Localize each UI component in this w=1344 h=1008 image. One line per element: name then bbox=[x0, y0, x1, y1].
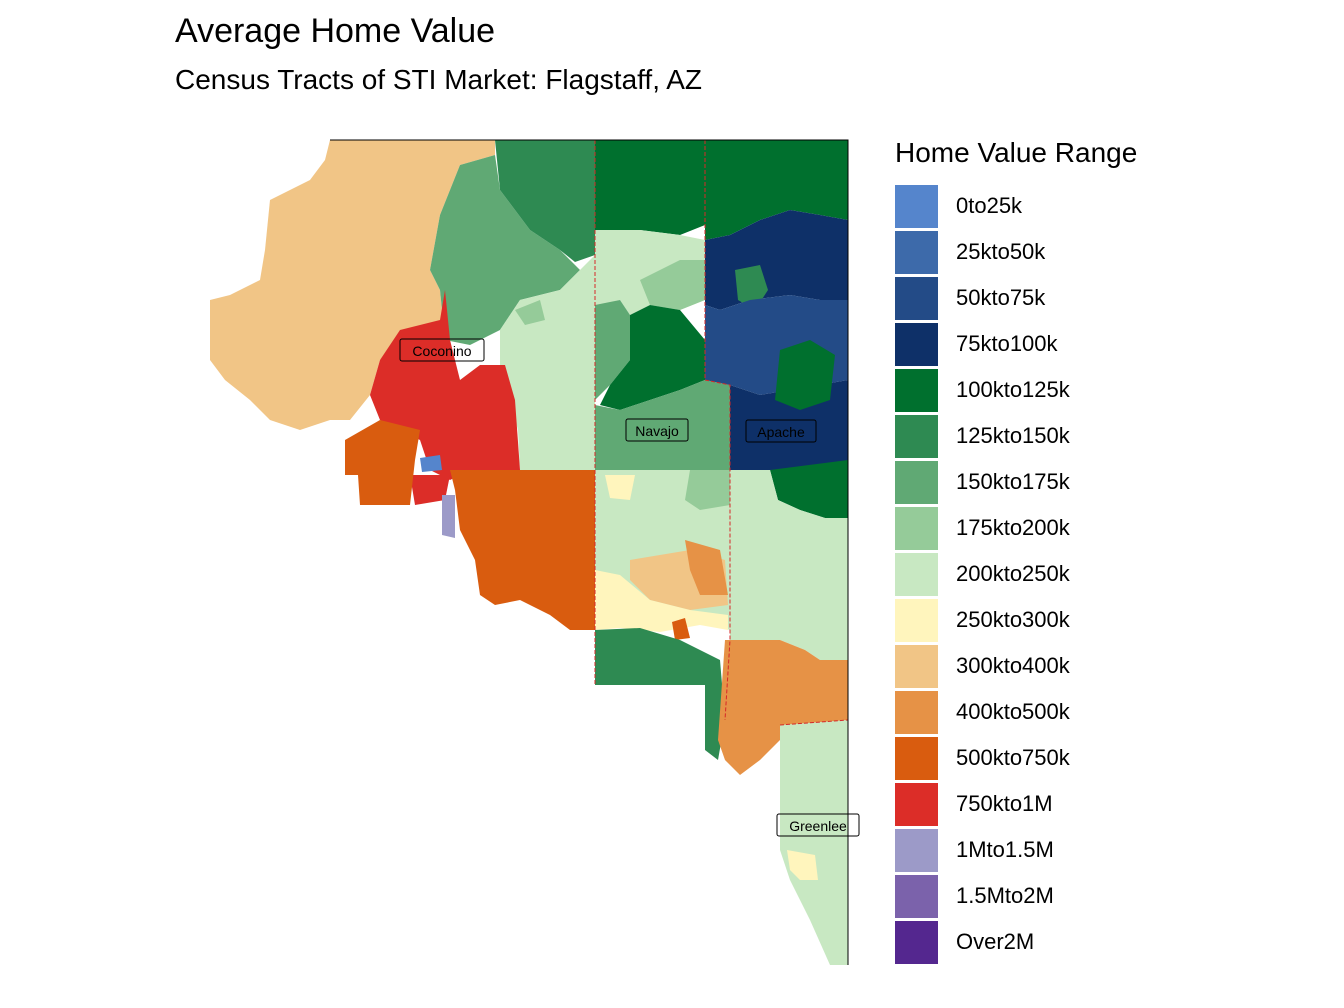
tract-navajo-north bbox=[595, 140, 705, 235]
tract-apache-green3 bbox=[770, 460, 848, 518]
legend-label: 100kto125k bbox=[956, 377, 1070, 402]
legend-label: 50kto75k bbox=[956, 285, 1046, 310]
tract-apache-orange bbox=[718, 640, 848, 775]
legend-swatch bbox=[895, 690, 938, 734]
legend-swatch bbox=[895, 552, 938, 596]
tract-coconino-north bbox=[430, 155, 580, 345]
legend-item: 25kto50k bbox=[895, 229, 1137, 275]
tract-apache-green2 bbox=[775, 340, 835, 410]
legend-item: 300kto400k bbox=[895, 643, 1137, 689]
legend-swatch bbox=[895, 736, 938, 780]
tract-navajo-west bbox=[595, 300, 630, 400]
tract-apache-south bbox=[730, 470, 848, 665]
map-title: Average Home Value bbox=[175, 12, 496, 50]
legend-item: 250kto300k bbox=[895, 597, 1137, 643]
county-label-text: Greenlee bbox=[789, 818, 847, 834]
tract-flagstaff-west bbox=[345, 420, 420, 505]
county-label-apache: Apache bbox=[745, 419, 817, 443]
legend-item: 750kto1M bbox=[895, 781, 1137, 827]
legend-item: 175kto200k bbox=[895, 505, 1137, 551]
legend-label: 25kto50k bbox=[956, 239, 1046, 264]
legend-item: 1Mto1.5M bbox=[895, 827, 1137, 873]
legend-label: 200kto250k bbox=[956, 561, 1070, 586]
legend-label: 150kto175k bbox=[956, 469, 1070, 494]
legend-swatch bbox=[895, 828, 938, 872]
legend-label: 1.5Mto2M bbox=[956, 883, 1054, 908]
tract-coconino-south bbox=[450, 470, 595, 630]
legend-item: 1.5Mto2M bbox=[895, 873, 1137, 919]
legend-swatch bbox=[895, 782, 938, 826]
tract-flagstaff-blue bbox=[420, 455, 442, 472]
tract-navajo-s6 bbox=[672, 618, 690, 640]
tract-navajo-center bbox=[600, 305, 705, 410]
county-label-navajo: Navajo bbox=[625, 418, 689, 442]
legend-swatch bbox=[895, 368, 938, 412]
tract-coconino-west bbox=[210, 140, 495, 430]
legend-items: 0to25k 25kto50k 50kto75k 75kto100k 100kto125… bbox=[895, 183, 1137, 965]
county-label-text: Navajo bbox=[635, 423, 679, 439]
legend-label: 300kto400k bbox=[956, 653, 1070, 678]
legend-swatch bbox=[895, 506, 938, 550]
legend-label: 250kto300k bbox=[956, 607, 1070, 632]
tract-apache-north bbox=[705, 140, 848, 240]
legend-swatch bbox=[895, 276, 938, 320]
tract-greenlee-yellow bbox=[787, 850, 818, 880]
tract-navajo-mid2 bbox=[640, 260, 705, 310]
tract-navajo-s4 bbox=[685, 540, 728, 595]
legend-label: 400kto500k bbox=[956, 699, 1070, 724]
legend-swatch bbox=[895, 230, 938, 274]
legend-item: 500kto750k bbox=[895, 735, 1137, 781]
tract-flagstaff-purple bbox=[442, 495, 455, 538]
tract-navajo-bottom bbox=[595, 628, 725, 760]
tract-navajo-s1 bbox=[685, 470, 730, 510]
legend-swatch bbox=[895, 414, 938, 458]
tract-coconino-ne bbox=[495, 140, 595, 262]
tract-greenlee bbox=[780, 720, 848, 965]
legend: Home Value Range 0to25k 25kto50k 50kto75k 7… bbox=[895, 137, 1137, 965]
county-boundary-line bbox=[594, 140, 849, 726]
legend-swatch bbox=[895, 322, 938, 366]
legend-item: 150kto175k bbox=[895, 459, 1137, 505]
legend-item: 75kto100k bbox=[895, 321, 1137, 367]
legend-label: 75kto100k bbox=[956, 331, 1058, 356]
legend-item: 125kto150k bbox=[895, 413, 1137, 459]
tract-flagstaff-south bbox=[410, 475, 450, 505]
legend-title: Home Value Range bbox=[895, 137, 1138, 168]
legend-swatch bbox=[895, 184, 938, 228]
legend-item: 0to25k bbox=[895, 183, 1137, 229]
tract-navajo-lower bbox=[595, 380, 730, 470]
legend-swatch bbox=[895, 598, 938, 642]
legend-item: 100kto125k bbox=[895, 367, 1137, 413]
tract-navajo-s2 bbox=[605, 475, 635, 500]
legend-label: 1Mto1.5M bbox=[956, 837, 1054, 862]
legend-swatch bbox=[895, 644, 938, 688]
legend-item: Over2M bbox=[895, 919, 1137, 965]
legend-swatch bbox=[895, 920, 938, 964]
legend-label: 0to25k bbox=[956, 193, 1023, 218]
legend-swatch bbox=[895, 874, 938, 918]
county-label-coconino: Coconino bbox=[399, 338, 485, 362]
map-subtitle: Census Tracts of STI Market: Flagstaff, … bbox=[175, 64, 702, 95]
legend-item: 400kto500k bbox=[895, 689, 1137, 735]
tract-navajo-s5 bbox=[595, 570, 728, 632]
tract-apache-green1 bbox=[735, 265, 768, 310]
legend-label: 175kto200k bbox=[956, 515, 1070, 540]
legend-item: 50kto75k bbox=[895, 275, 1137, 321]
map-outline bbox=[330, 139, 849, 965]
county-label-greenlee: Greenlee bbox=[776, 813, 860, 837]
legend-item: 200kto250k bbox=[895, 551, 1137, 597]
legend-label: 750kto1M bbox=[956, 791, 1053, 816]
tract-coconino-small bbox=[515, 300, 545, 325]
county-label-text: Coconino bbox=[412, 343, 471, 359]
county-label-text: Apache bbox=[757, 424, 805, 440]
legend-label: 500kto750k bbox=[956, 745, 1070, 770]
legend-swatch bbox=[895, 460, 938, 504]
legend-label: 125kto150k bbox=[956, 423, 1070, 448]
legend-label: Over2M bbox=[956, 929, 1035, 954]
choropleth-map: Coconino Navajo Apache Greenlee bbox=[210, 139, 860, 965]
